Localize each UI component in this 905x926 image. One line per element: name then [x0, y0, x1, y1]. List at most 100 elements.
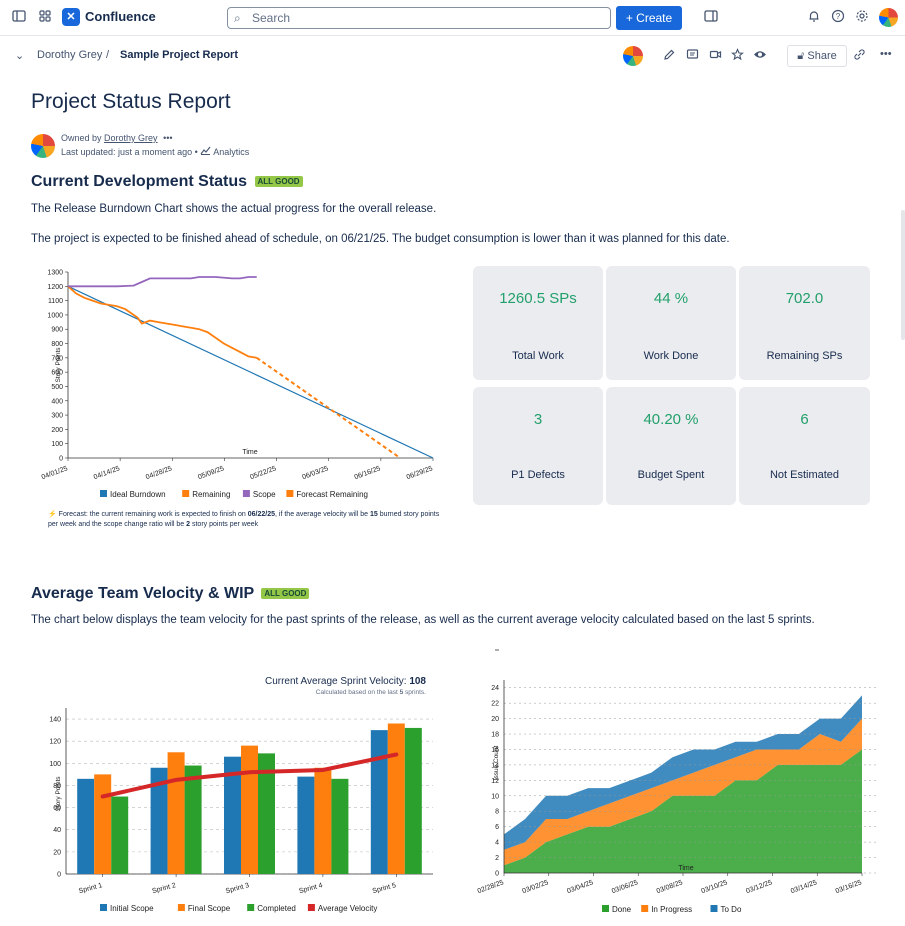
meta-bullet: •: [194, 147, 198, 157]
section-heading-text: Current Development Status: [31, 173, 248, 190]
forecast-scope: 2: [186, 521, 191, 528]
forecast-velocity: 15: [369, 511, 378, 518]
last-updated-line: Last updated: just a moment ago • Analyt…: [61, 146, 249, 157]
bar: [404, 727, 422, 874]
x-tick-label: 03/02/25: [521, 879, 549, 895]
velocity-title: Current Average Sprint Velocity: 108: [200, 676, 426, 687]
ideal-burndown-line: [67, 285, 434, 459]
comment-icon[interactable]: [683, 47, 701, 65]
legend-label: Forecast Remaining: [296, 490, 368, 499]
legend-swatch: [641, 905, 649, 912]
y-tick-label: 10: [491, 793, 499, 800]
y-tick-label: 200: [51, 427, 63, 434]
legend-label: Ideal Burndown: [110, 490, 166, 499]
search-icon: ⌕: [234, 11, 241, 25]
y-tick-label: 700: [51, 355, 63, 362]
y-tick-label: 2: [495, 855, 499, 862]
metric-panel-total-work: 1260.5 SPs Total Work: [473, 266, 603, 380]
y-tick-label: 22: [491, 701, 499, 708]
x-axis-title: Time: [242, 449, 257, 456]
velocity-sub-n: 5: [399, 689, 404, 696]
y-tick-label: 14: [491, 762, 499, 769]
edit-pencil-icon[interactable]: [660, 47, 678, 65]
x-tick-label: 03/14/25: [790, 879, 818, 895]
notifications-bell-icon[interactable]: [805, 9, 823, 27]
scrollbar[interactable]: [901, 210, 905, 340]
video-icon[interactable]: [706, 47, 724, 65]
metric-value: 3: [533, 411, 543, 428]
watch-eye-icon[interactable]: [751, 47, 769, 65]
y-tick-label: 800: [51, 341, 63, 348]
y-tick-label: 1300: [47, 270, 63, 277]
user-avatar[interactable]: [879, 8, 898, 27]
average-velocity-line: [100, 752, 399, 799]
y-tick-label: 20: [491, 716, 499, 723]
bar: [241, 745, 258, 874]
metric-label: P1 Defects: [511, 469, 565, 481]
y-tick-label: 12: [491, 778, 499, 785]
x-tick-label: Sprint 4: [298, 882, 323, 895]
legend-swatch: [247, 904, 255, 911]
analytics-icon[interactable]: [200, 146, 213, 157]
sidebar-toggle-icon[interactable]: [10, 9, 28, 27]
app-name[interactable]: Confluence: [85, 9, 156, 24]
y-tick-label: 140: [49, 717, 61, 724]
y-tick-label: 100: [51, 441, 63, 448]
breadcrumb-separator: /: [106, 49, 110, 61]
legend-label: Done: [612, 905, 632, 914]
share-button[interactable]: 🔓︎ Share: [787, 45, 847, 67]
lock-icon: 🔓︎: [797, 50, 805, 62]
more-actions-icon[interactable]: •••: [880, 48, 892, 60]
legend-label: Remaining: [192, 490, 230, 499]
breadcrumb-current[interactable]: Sample Project Report: [120, 49, 238, 61]
section-heading-team-velocity: Average Team Velocity & WIP ALL GOOD: [31, 585, 310, 603]
confluence-logo-icon[interactable]: ✕: [62, 8, 80, 26]
owner-avatar[interactable]: [31, 134, 55, 158]
bar: [387, 723, 405, 874]
legend-label: Scope: [253, 490, 276, 499]
legend-swatch: [242, 490, 250, 497]
forecast-date: 06/22/25: [247, 511, 276, 518]
owner-line: Owned by Dorothy Grey •••: [61, 133, 173, 143]
settings-gear-icon[interactable]: [853, 9, 871, 27]
analytics-link[interactable]: Analytics: [213, 147, 250, 157]
x-tick-label: 04/14/25: [93, 465, 121, 481]
metric-panel-p1-defects: 3 P1 Defects: [473, 387, 603, 505]
y-axis-title: Issue Count: [493, 745, 500, 780]
y-tick-label: 600: [51, 370, 63, 377]
owner-link[interactable]: Dorothy Grey: [104, 133, 158, 143]
page-title: Project Status Report: [31, 90, 231, 113]
y-tick-label: 120: [49, 739, 61, 746]
help-icon[interactable]: ?: [829, 9, 847, 27]
y-tick-label: 400: [51, 398, 63, 405]
breadcrumb-parent[interactable]: Dorothy Grey: [37, 49, 103, 61]
velocity-sub-prefix: Calculated based on the last: [315, 689, 400, 696]
y-tick-label: 16: [491, 747, 499, 754]
star-icon[interactable]: [728, 47, 746, 65]
metric-label: Budget Spent: [637, 469, 705, 481]
create-button[interactable]: + Create: [616, 6, 682, 30]
x-tick-label: Sprint 3: [225, 882, 250, 895]
y-tick-label: 80: [53, 783, 61, 790]
forecast-text-3: burned story points per week and the sco…: [48, 511, 440, 528]
y-tick-label: 0: [495, 871, 499, 878]
collaborator-avatar[interactable]: [623, 46, 643, 66]
app-switcher-icon[interactable]: [36, 9, 54, 27]
panel-toggle-icon[interactable]: [702, 9, 720, 27]
bar: [258, 753, 275, 874]
search-input[interactable]: ⌕ Search: [227, 7, 611, 29]
y-tick-label: 4: [495, 840, 499, 847]
copy-link-icon[interactable]: [850, 47, 868, 65]
y-tick-label: 900: [51, 327, 63, 334]
section-heading-development-status: Current Development Status ALL GOOD: [31, 173, 303, 191]
bar: [370, 730, 388, 874]
status-badge: ALL GOOD: [261, 588, 310, 600]
legend-swatch: [286, 490, 294, 497]
legend-swatch: [602, 905, 609, 912]
chevron-down-icon[interactable]: ⌄: [15, 50, 25, 62]
y-tick-label: 20: [53, 849, 61, 856]
owner-more-icon[interactable]: •••: [163, 133, 173, 143]
metric-label: Not Estimated: [769, 469, 840, 481]
